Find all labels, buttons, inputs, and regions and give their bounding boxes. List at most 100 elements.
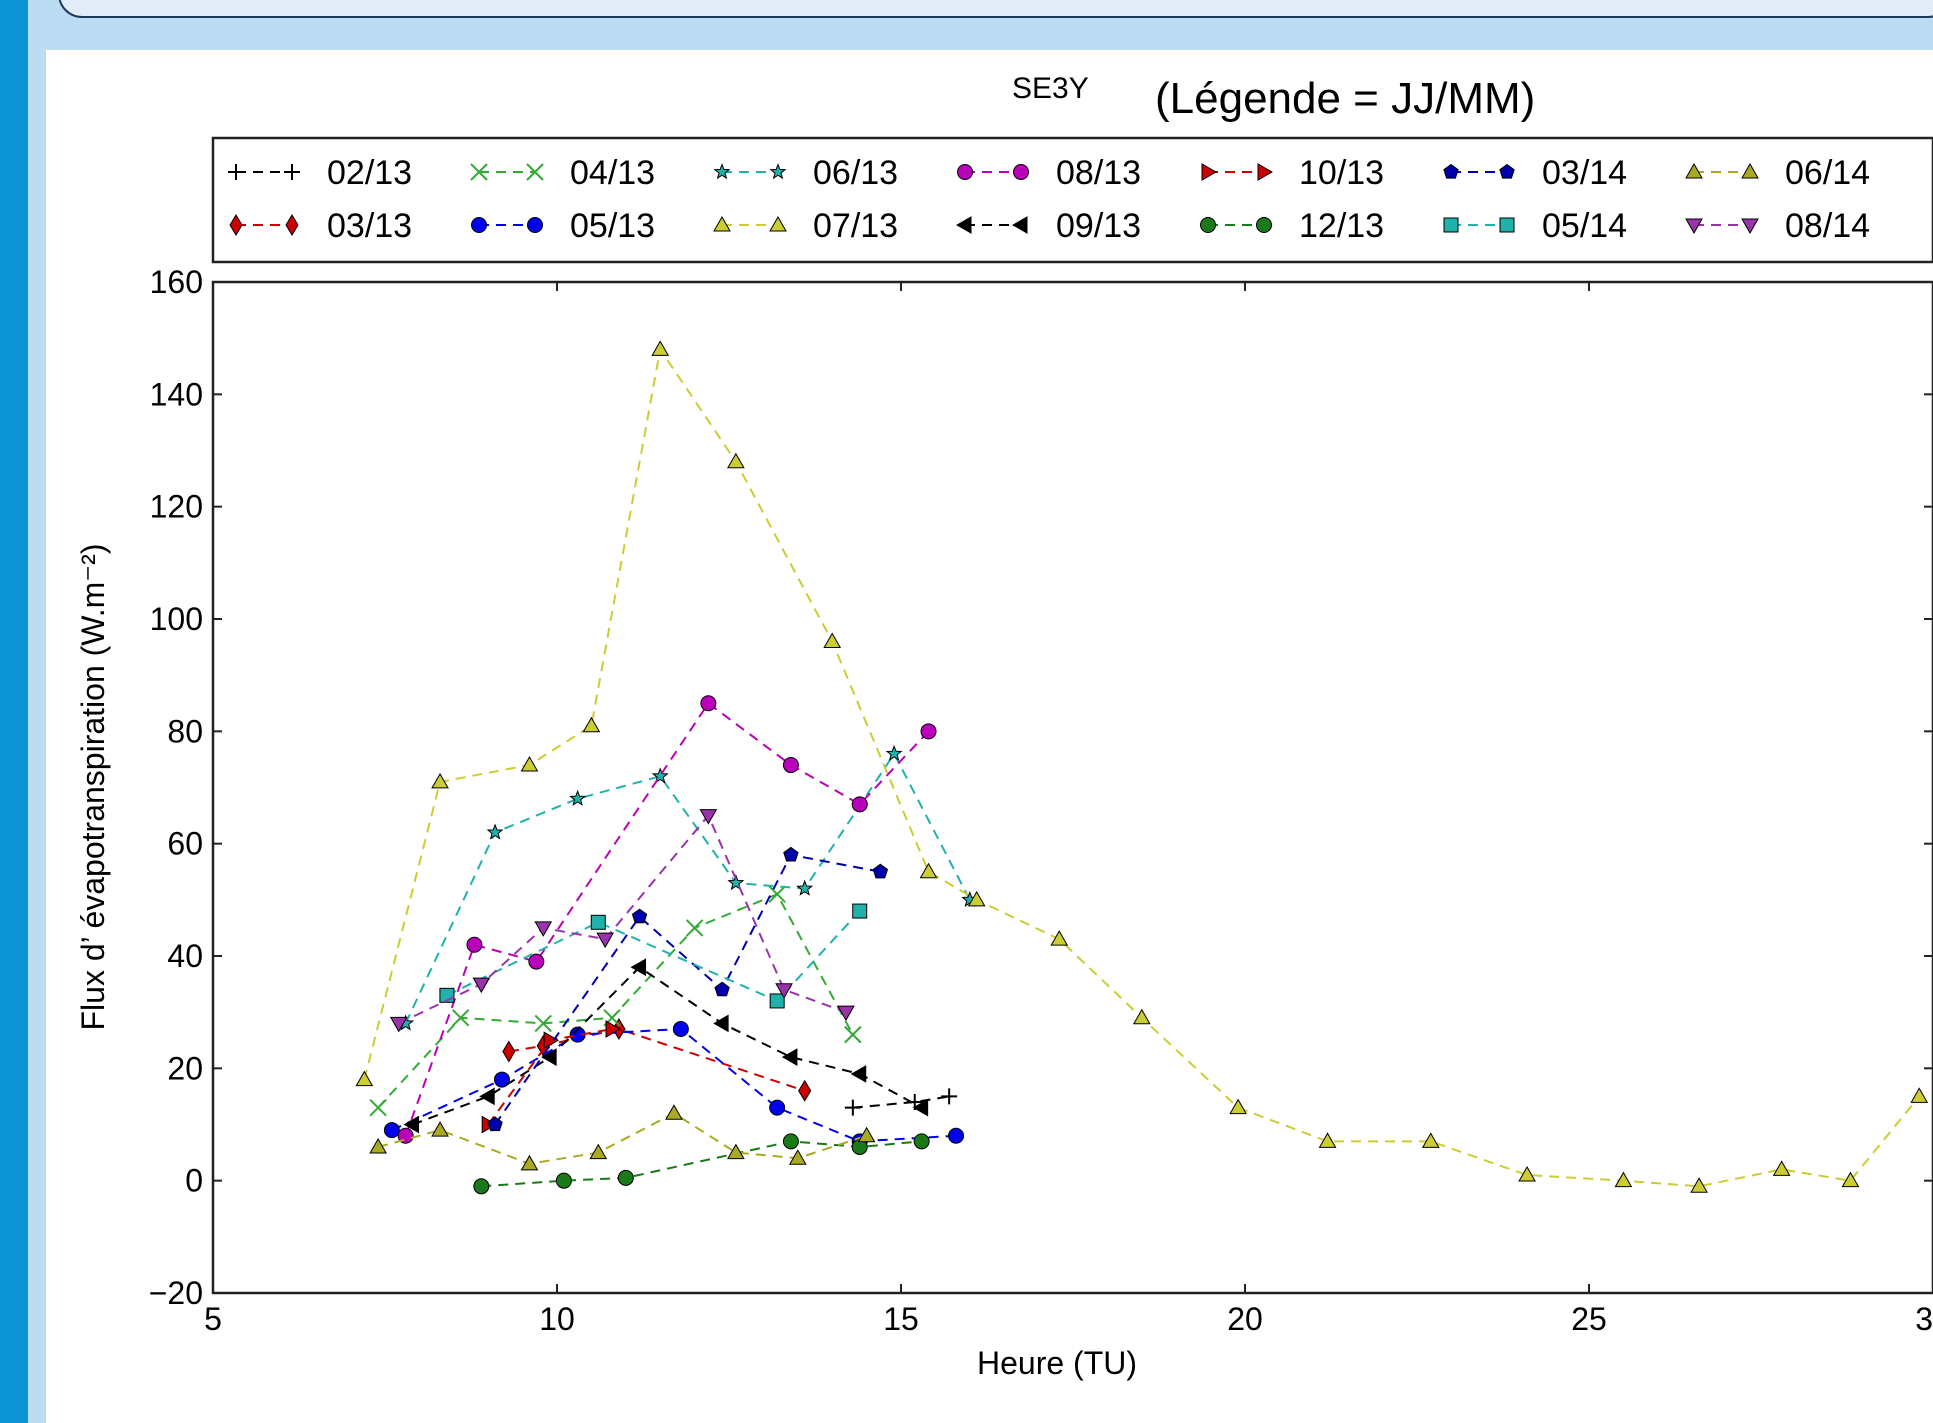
point-03-13-0 xyxy=(502,1040,516,1063)
point-08-14-3 xyxy=(596,932,615,949)
series-06-14 xyxy=(369,1104,876,1171)
legend-entry-10-13: 10/13 xyxy=(1201,154,1384,192)
legend-entry-08-13: 08/13 xyxy=(957,154,1141,192)
point-07-13-1 xyxy=(431,772,449,789)
point-12-13-1 xyxy=(555,1172,572,1189)
y-tick-label-120: 120 xyxy=(150,489,203,525)
legend-entry-09-13: 09/13 xyxy=(955,207,1141,245)
chart: SE3Y (Légende = JJ/MM) 02/1303/1304/1305… xyxy=(46,50,1933,1423)
y-tick-label-140: 140 xyxy=(150,376,203,412)
series-09-13 xyxy=(403,958,929,1134)
legend-entry-05-14: 05/14 xyxy=(1443,207,1627,245)
point-03-14-3 xyxy=(783,846,799,862)
legend-entry-07-13: 07/13 xyxy=(713,207,898,245)
legend-label-06-14: 06/14 xyxy=(1785,154,1870,192)
point-09-13-0 xyxy=(403,1115,420,1134)
legend-entry-02-13: 02/13 xyxy=(228,154,412,192)
point-05-14-1 xyxy=(590,914,606,930)
point-07-13-10 xyxy=(1132,1008,1151,1025)
series-07-13 xyxy=(355,340,1929,1193)
point-09-13-4 xyxy=(713,1014,729,1033)
point-07-13-4 xyxy=(651,340,670,356)
point-09-13-6 xyxy=(850,1065,867,1083)
legend-entry-06-13: 06/13 xyxy=(713,154,898,192)
legend-marker-start-10-13 xyxy=(1201,163,1218,181)
point-06-14-7 xyxy=(857,1126,876,1143)
point-10-13-1 xyxy=(543,1031,560,1050)
series-04-13 xyxy=(369,885,862,1117)
point-10-13-2 xyxy=(605,1020,622,1038)
series-05-13 xyxy=(383,1021,965,1150)
point-09-13-7 xyxy=(912,1098,929,1117)
point-06-13-6 xyxy=(885,744,903,761)
point-07-13-3 xyxy=(582,716,601,733)
legend-marker-start-07-13 xyxy=(713,215,731,232)
series-line-09-13 xyxy=(412,965,923,1126)
series-03-14 xyxy=(487,846,889,1132)
y-tick-label-40: 40 xyxy=(167,938,203,974)
x-tick-label-30: 30 xyxy=(1915,1301,1933,1337)
series-line-06-13 xyxy=(404,751,971,1024)
point-08-13-2 xyxy=(528,953,545,970)
point-03-13-3 xyxy=(798,1079,812,1102)
legend-marker-end-05-13 xyxy=(527,217,543,233)
point-07-13-6 xyxy=(823,632,842,648)
legend: 02/13 03/13 04/13 05/13 06/13 07/13 08/13 09/13… xyxy=(211,136,1933,264)
point-08-13-1 xyxy=(466,936,483,953)
point-04-13-0 xyxy=(369,1098,387,1117)
legend-label-03-14: 03/14 xyxy=(1542,154,1627,192)
point-08-13-5 xyxy=(851,796,868,813)
point-07-13-17 xyxy=(1772,1160,1791,1176)
legend-entry-06-14: 06/14 xyxy=(1685,154,1870,192)
point-05-13-4 xyxy=(769,1099,786,1116)
chart-background xyxy=(46,50,1933,1423)
y-tick-label-20: 20 xyxy=(167,1050,203,1086)
point-04-13-5 xyxy=(768,885,786,903)
legend-marker-end-05-14 xyxy=(1499,217,1515,233)
point-02-13-0 xyxy=(844,1099,861,1116)
point-06-13-4 xyxy=(727,874,745,891)
legend-marker-end-09-13 xyxy=(1011,216,1028,234)
point-08-13-6 xyxy=(920,723,937,740)
x-tick-label-20: 20 xyxy=(1227,1301,1263,1337)
legend-label-07-13: 07/13 xyxy=(813,207,898,245)
point-03-14-4 xyxy=(872,863,889,879)
y-tick-label-0: 0 xyxy=(185,1163,203,1199)
x-tick-label-10: 10 xyxy=(539,1301,575,1337)
x-axis-label: Heure (TU) xyxy=(977,1345,1137,1381)
point-07-13-5 xyxy=(727,452,745,469)
legend-marker-start-08-14 xyxy=(1685,218,1703,235)
point-05-14-3 xyxy=(852,903,868,919)
point-12-13-0 xyxy=(473,1178,490,1195)
legend-marker-end-03-13 xyxy=(285,214,299,236)
legend-marker-end-12-13 xyxy=(1256,217,1272,233)
legend-box xyxy=(211,136,1933,264)
point-03-14-1 xyxy=(631,908,648,924)
point-07-13-19 xyxy=(1910,1087,1929,1103)
legend-entry-03-13: 03/13 xyxy=(229,207,412,245)
point-06-14-0 xyxy=(369,1137,387,1154)
series-12-13 xyxy=(473,1133,930,1195)
point-06-14-2 xyxy=(520,1154,539,1171)
point-07-13-7 xyxy=(919,862,938,879)
point-08-14-2 xyxy=(534,921,553,937)
y-axis-label: Flux d’ évapotranspiration (W.m⁻²) xyxy=(75,544,111,1031)
legend-label-03-13: 03/13 xyxy=(327,207,412,245)
legend-label-08-13: 08/13 xyxy=(1056,154,1141,192)
point-08-13-3 xyxy=(700,695,717,712)
point-06-13-3 xyxy=(651,767,669,784)
point-09-13-2 xyxy=(541,1048,557,1066)
series-line-12-13 xyxy=(481,1140,922,1188)
point-05-13-6 xyxy=(948,1127,965,1144)
point-12-13-5 xyxy=(913,1133,930,1150)
point-07-13-0 xyxy=(355,1070,374,1087)
point-09-13-3 xyxy=(630,958,647,977)
legend-entry-03-14: 03/14 xyxy=(1443,154,1627,192)
legend-label-08-14: 08/14 xyxy=(1785,207,1870,245)
legend-marker-start-09-13 xyxy=(955,216,972,234)
legend-label-05-14: 05/14 xyxy=(1542,207,1627,245)
x-tick-label-15: 15 xyxy=(883,1301,919,1337)
point-07-13-12 xyxy=(1318,1132,1337,1148)
legend-marker-end-07-13 xyxy=(769,215,787,232)
point-05-14-2 xyxy=(769,993,785,1009)
